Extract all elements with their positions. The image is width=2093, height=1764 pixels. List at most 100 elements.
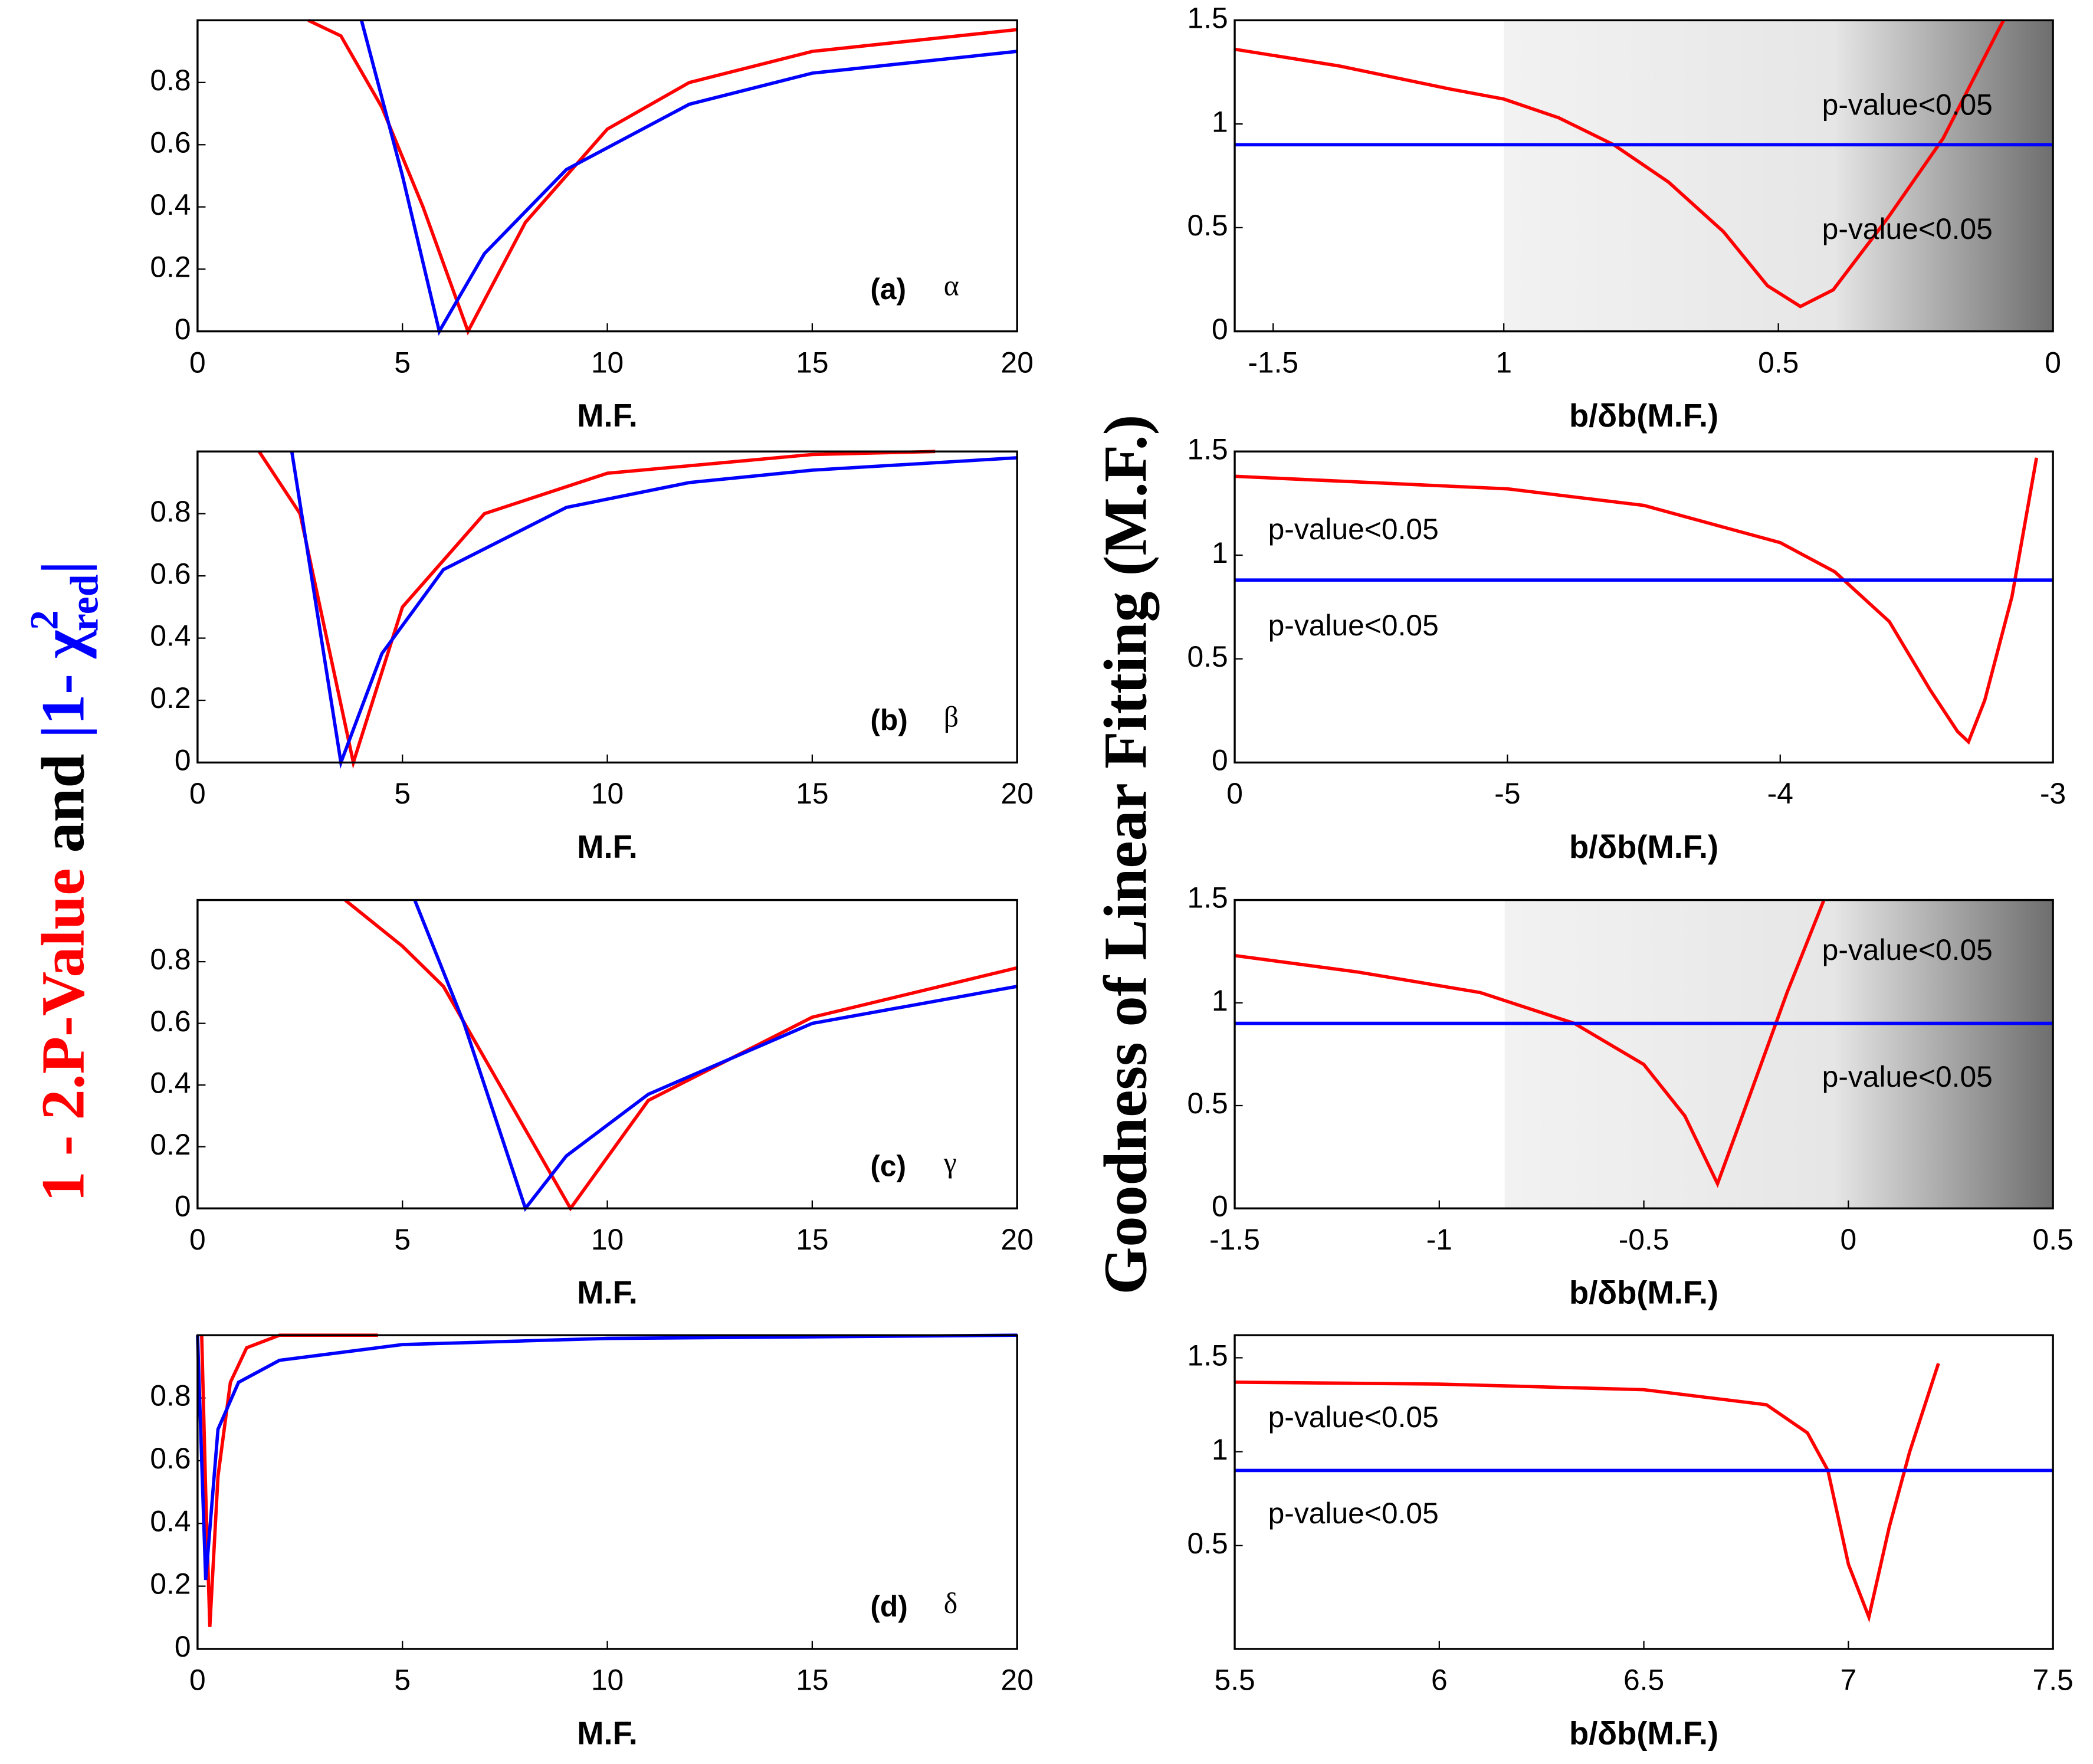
line [344, 899, 1018, 1212]
x-tick-label: 6.5 [1623, 1664, 1664, 1697]
panel-label: (b) [870, 704, 908, 737]
x-tick-label: 0 [2045, 346, 2061, 379]
y-tick-label: 0 [175, 744, 191, 777]
x-tick-label: 5 [394, 1664, 411, 1697]
line [413, 899, 1018, 1212]
x-tick-label: 0.5 [2033, 1223, 2074, 1256]
y-tick-label: 0.2 [150, 250, 191, 283]
x-axis-label: M.F. [577, 1715, 638, 1751]
y-tick-label: 0 [175, 313, 191, 346]
y-tick-label: 1.5 [1187, 2, 1228, 35]
x-tick-label: -4 [1767, 777, 1793, 810]
annotation: p-value<0.05 [1268, 513, 1439, 546]
label-part: |1- χ [29, 629, 97, 739]
y-tick-label: 0.6 [150, 126, 191, 159]
y-tick-label: 0.8 [150, 495, 191, 528]
x-tick-label: 15 [796, 1664, 828, 1697]
plot-frame [1234, 899, 2054, 1209]
label-part: | [29, 561, 97, 575]
line [257, 450, 936, 769]
x-axis-label: M.F. [577, 1275, 638, 1311]
x-axis-label: b/δb(M.F.) [1569, 829, 1718, 865]
line [196, 1333, 1018, 1581]
left-y-label: 1 - 2.P-Value and |1- χ2red| [22, 561, 106, 1202]
y-tick-label: 0.8 [150, 943, 191, 976]
y-tick-label: 0.4 [150, 619, 191, 653]
y-tick-label: 0 [175, 1630, 191, 1663]
annotation: p-value<0.05 [1822, 88, 1993, 122]
x-tick-label: 15 [796, 777, 828, 810]
y-tick-label: 1 [1212, 984, 1228, 1017]
y-tick-label: 1 [1212, 536, 1228, 569]
x-tick-label: 10 [591, 1664, 624, 1697]
x-tick-label: 5 [394, 1223, 411, 1256]
x-axis-label: M.F. [577, 829, 638, 865]
y-tick-label: 0.6 [150, 1442, 191, 1475]
annotation: p-value<0.05 [1822, 1060, 1993, 1093]
y-tick-label: 0 [1212, 744, 1228, 777]
y-tick-label: 0.5 [1187, 1087, 1228, 1120]
plot-frame [196, 1334, 1018, 1650]
annotation: p-value<0.05 [1822, 933, 1993, 966]
y-tick-label: 1.5 [1187, 432, 1228, 465]
x-tick-label: 10 [591, 346, 624, 379]
x-tick-label: 20 [1001, 1664, 1034, 1697]
panel-label: (d) [870, 1590, 908, 1623]
x-tick-label: 0 [189, 1223, 206, 1256]
panel-symbol: δ [944, 1587, 957, 1619]
label-part: red [62, 574, 106, 631]
line [360, 19, 1018, 336]
y-tick-label: 0.4 [150, 1504, 191, 1537]
plot-frame [1234, 1334, 2054, 1650]
x-tick-label: 0.5 [1758, 346, 1799, 379]
right-y-label: Goodness of Linear Fitting (M.F.) [1091, 415, 1160, 1295]
panel-symbol: α [944, 270, 959, 302]
panel-symbol: β [944, 700, 959, 733]
y-tick-label: 0.2 [150, 1128, 191, 1161]
y-tick-label: 0.2 [150, 1568, 191, 1601]
label-part: 2 [22, 610, 66, 630]
y-tick-label: 0 [1212, 1189, 1228, 1222]
x-tick-label: 0 [189, 1664, 206, 1697]
annotation: p-value<0.05 [1268, 609, 1439, 642]
line [200, 1333, 378, 1627]
annotation: p-value<0.05 [1268, 1497, 1439, 1530]
x-axis-label: b/δb(M.F.) [1569, 1275, 1718, 1311]
annotation: p-value<0.05 [1822, 212, 1993, 245]
y-tick-label: 1 [1212, 105, 1228, 138]
plot-frame [1234, 19, 2054, 333]
x-tick-label: 15 [796, 1223, 828, 1256]
y-tick-label: 0.6 [150, 1005, 191, 1038]
x-tick-label: 20 [1001, 777, 1034, 810]
y-tick-label: 0.2 [150, 681, 191, 714]
line [1234, 457, 2039, 745]
line [290, 451, 1018, 769]
x-tick-label: 5 [394, 777, 411, 810]
x-tick-label: 20 [1001, 1223, 1034, 1256]
x-tick-label: 5 [394, 346, 411, 379]
x-tick-label: 7.5 [2033, 1664, 2074, 1697]
plot-frame [196, 19, 1018, 333]
y-tick-label: 0 [1212, 313, 1228, 346]
x-tick-label: 10 [591, 777, 624, 810]
x-tick-label: 0 [1226, 777, 1243, 810]
y-tick-label: 0.5 [1187, 209, 1228, 242]
line [1234, 19, 2005, 309]
annotation: p-value<0.05 [1268, 1401, 1439, 1434]
label-part: and [29, 739, 97, 868]
y-tick-label: 0.5 [1187, 640, 1228, 673]
x-tick-label: -0.5 [1619, 1223, 1669, 1256]
y-tick-label: 0.8 [150, 1379, 191, 1412]
x-axis-label: M.F. [577, 398, 638, 434]
x-tick-label: 5.5 [1214, 1664, 1255, 1697]
x-tick-label: 6 [1431, 1664, 1448, 1697]
line [307, 18, 1018, 336]
x-tick-label: -3 [2040, 777, 2066, 810]
x-tick-label: 20 [1001, 346, 1034, 379]
panel-symbol: γ [943, 1146, 957, 1179]
x-tick-label: -1 [1426, 1223, 1452, 1256]
x-tick-label: 0 [189, 346, 206, 379]
label-part: 1 - 2.P-Value [29, 868, 97, 1202]
y-tick-label: 0.8 [150, 64, 191, 97]
